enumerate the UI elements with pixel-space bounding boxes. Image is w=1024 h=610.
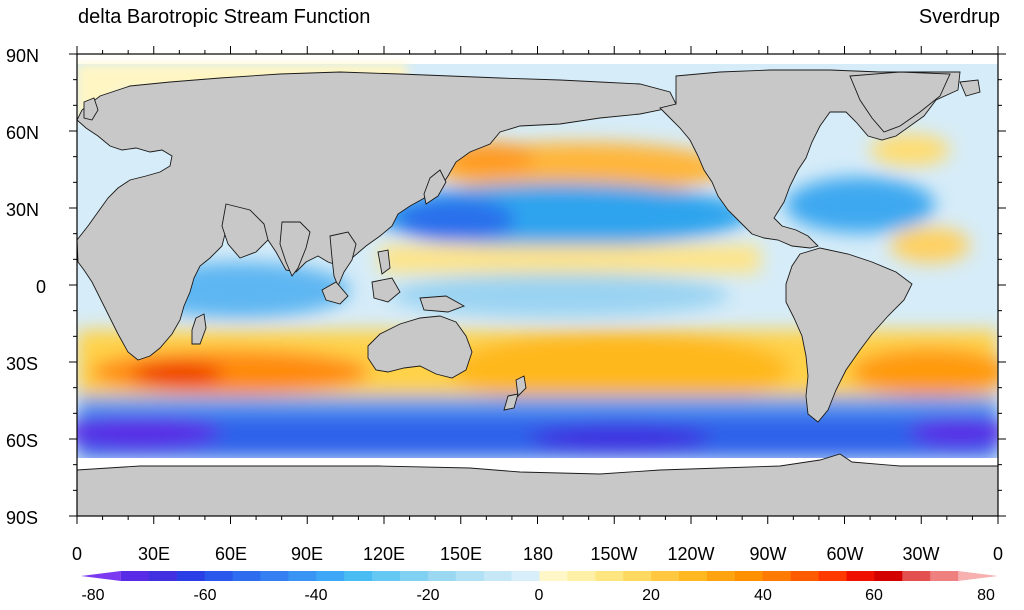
lon-tick-label: 30W [902,544,939,564]
colorbar-bin [846,571,875,581]
colorbar-bin [204,571,234,581]
colorbar-tick-label: -60 [193,587,216,604]
colorbar [81,571,998,581]
landmass-madagascar [191,313,207,345]
colorbar-bin [176,571,206,581]
colorbar-bin [734,571,764,581]
colorbar-bin [120,571,150,581]
colorbar-bin [706,571,736,581]
lon-tick-label: 60E [215,544,247,564]
lon-tick-label: 60W [826,544,863,564]
colorbar-bin [511,571,540,581]
colorbar-bin [930,571,959,581]
lon-tick-label: 150W [590,544,637,564]
lat-tick-label: 30S [6,354,38,374]
landmass-arabia [221,203,269,259]
colorbar-tick-label: 20 [642,587,660,604]
lat-tick-label: 60S [6,431,38,451]
landmass-south-america [785,247,913,423]
colorbar-tick-label: 40 [754,587,772,604]
colorbar-bin [81,571,121,581]
colorbar-bin [260,571,289,581]
landmass-japan [423,169,447,205]
landmass-eurasia-africa [77,71,677,361]
lat-tick-label: 90S [6,508,38,528]
colorbar-tick-label: -80 [81,587,104,604]
colorbar-bin [288,571,317,581]
landmass-philippines [377,249,391,275]
landmass-greenland [849,71,951,133]
landmass-india [279,221,311,277]
colorbar-bin [651,571,680,581]
axis-ticks [69,46,1006,524]
lat-tick-label: 0 [36,277,46,297]
landmass-new-zealand [503,375,527,411]
landmass-indochina [329,231,357,288]
colorbar-tick-label: 60 [865,587,883,604]
colorbar-bin [316,571,345,581]
lon-tick-label: 30E [138,544,170,564]
colorbar-bin [483,571,513,581]
lon-tick-label: 120E [363,544,405,564]
lon-tick-label: 150E [440,544,482,564]
landmass-new-guinea [419,295,466,313]
lat-tick-label: 90N [6,46,39,66]
lon-tick-label: 0 [993,544,1003,564]
lon-tick-label: 90W [749,544,786,564]
colorbar-bin [455,571,485,581]
lat-tick-label: 60N [6,123,39,143]
lon-tick-label: 0 [72,544,82,564]
colorbar-bin [790,571,820,581]
landmass-britain [83,97,99,121]
latitude-axis: 90N 60N 30N 0 30S 60S 90S [6,46,46,528]
plot-title: delta Barotropic Stream Function [78,6,371,28]
lon-tick-label: 180 [523,544,553,564]
colorbar-bin [679,571,708,581]
lon-tick-label: 90E [291,544,323,564]
colorbar-bin [762,571,792,581]
lat-tick-label: 30N [6,200,39,220]
colorbar-bin [399,571,429,581]
colorbar-bin [874,571,903,581]
lon-tick-label: 120W [667,544,714,564]
landmass-borneo [371,277,401,303]
colorbar-bin [623,571,652,581]
map-area [77,54,998,516]
longitude-axis: 0 30E 60E 90E 120E 150E 180 150W 120W 90… [72,544,1003,564]
colorbar-bin [902,571,931,581]
colorbar-bin [595,571,624,581]
colorbar-tick-label: -40 [304,587,327,604]
landmass-iceland [959,79,981,97]
colorbar-bin [818,571,847,581]
landmass-australia [367,315,473,379]
land-mask [77,69,998,516]
landmass-sumatra [321,281,349,305]
landmass-antarctica [77,453,998,516]
colorbar-bin [344,571,373,581]
colorbar-bin [539,571,568,581]
colorbar-bin [958,571,998,581]
colorbar-bin [232,571,261,581]
colorbar-labels: -80 -60 -40 -20 0 20 40 60 80 [81,587,995,604]
colorbar-tick-label: -20 [416,587,439,604]
colorbar-tick-label: 80 [977,587,995,604]
colorbar-tick-label: 0 [535,587,544,604]
colorbar-bin [567,571,596,581]
colorbar-bin [148,571,178,581]
colorbar-bin [372,571,401,581]
units-label: Sverdrup [918,6,1000,28]
colorbar-bin [427,571,457,581]
